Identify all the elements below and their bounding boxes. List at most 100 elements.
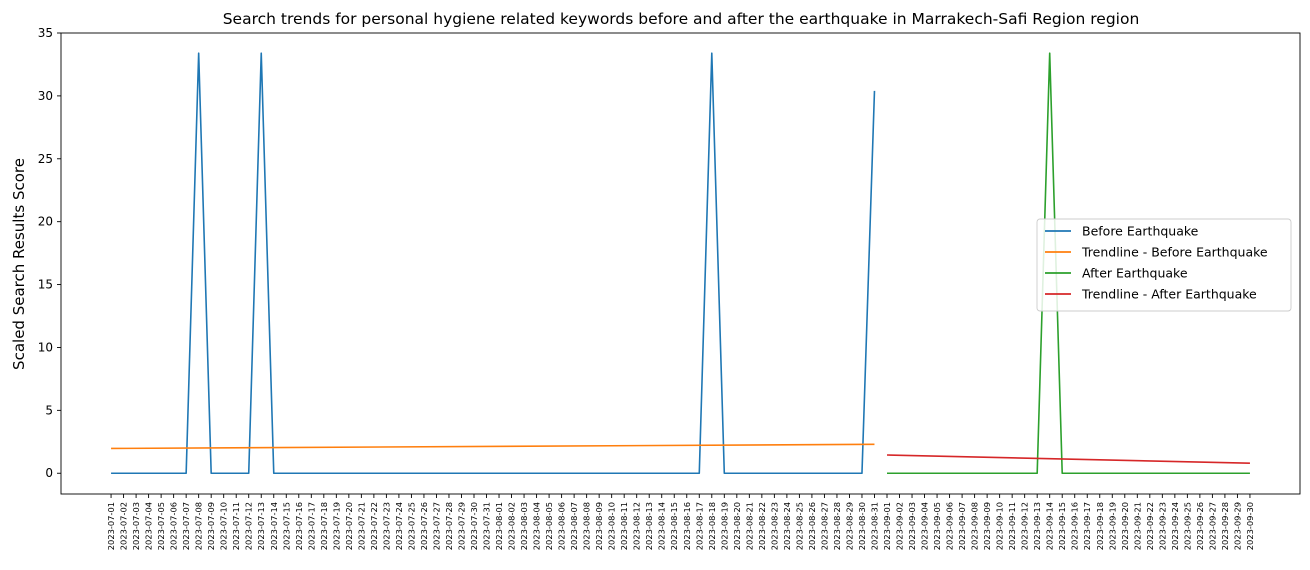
x-tick-label: 2023-07-26 [419,502,429,550]
x-tick-label: 2023-08-19 [719,502,729,550]
x-tick-label: 2023-07-17 [306,502,316,550]
x-tick-label: 2023-07-27 [431,502,441,550]
x-tick-label: 2023-07-15 [281,502,291,550]
x-tick-label: 2023-08-16 [682,502,692,550]
x-tick-label: 2023-08-12 [632,502,642,550]
legend-box [1036,218,1292,312]
x-tick-label: 2023-08-27 [819,502,829,550]
y-tick-label: 35 [38,26,53,40]
x-tick-label: 2023-07-23 [381,502,391,550]
x-tick-label: 2023-08-05 [544,502,554,550]
x-tick-label: 2023-08-30 [857,502,867,550]
x-tick-label: 2023-09-21 [1132,502,1142,550]
y-tick-label: 10 [38,340,53,354]
legend-label: Trendline - After Earthquake [1081,287,1257,302]
x-tick-label: 2023-07-25 [406,502,416,550]
x-tick-label: 2023-07-30 [469,502,479,550]
x-tick-label: 2023-08-11 [619,502,629,550]
x-tick-label: 2023-08-23 [769,502,779,550]
legend: Before Earthquake Trendline - Before Eart… [1036,218,1292,312]
x-tick-label: 2023-09-28 [1220,502,1230,550]
x-tick-label: 2023-07-19 [331,502,341,550]
x-tick-label: 2023-09-23 [1157,502,1167,550]
y-axis-label: Scaled Search Results Score [10,158,28,370]
x-tick-label: 2023-07-02 [119,502,129,550]
x-tick-label: 2023-07-04 [144,502,154,550]
x-tick-label: 2023-08-09 [594,502,604,550]
x-tick-label: 2023-09-26 [1195,502,1205,550]
x-tick-label: 2023-09-02 [895,502,905,550]
x-tick-label: 2023-08-25 [794,502,804,550]
x-tick-label: 2023-07-12 [244,502,254,550]
series-line-before-earthquake [111,52,876,475]
x-tick-label: 2023-07-06 [169,502,179,550]
x-tick-label: 2023-07-13 [256,502,266,550]
x-tick-label: 2023-07-31 [482,502,492,550]
x-tick-label: 2023-09-20 [1120,502,1130,550]
x-tick-label: 2023-08-03 [519,502,529,550]
plot-frame [60,32,1301,495]
x-tick-label: 2023-07-20 [344,502,354,550]
y-tick-label: 30 [38,89,53,103]
x-tick-label: 2023-08-08 [582,502,592,550]
x-tick-label: 2023-09-15 [1057,502,1067,550]
x-tick-label: 2023-09-22 [1145,502,1155,550]
x-tick-label: 2023-09-12 [1020,502,1030,550]
x-tick-label: 2023-07-05 [156,502,166,550]
x-tick-label: 2023-08-18 [707,502,717,550]
legend-label: Before Earthquake [1082,224,1199,239]
x-tick-label: 2023-07-09 [206,502,216,550]
x-tick-label: 2023-07-11 [231,502,241,550]
chart-title: Search trends for personal hygiene relat… [223,10,1140,28]
x-tick-label: 2023-07-16 [294,502,304,550]
x-tick-label: 2023-09-19 [1107,502,1117,550]
x-tick-label: 2023-09-03 [907,502,917,550]
x-tick-label: 2023-07-28 [444,502,454,550]
y-tick-label: 0 [45,466,53,480]
x-tick-label: 2023-07-03 [131,502,141,550]
x-tick-label: 2023-09-30 [1245,502,1255,550]
x-tick-label: 2023-08-06 [557,502,567,550]
x-tick-label: 2023-09-10 [995,502,1005,550]
x-tick-label: 2023-09-09 [982,502,992,550]
x-tick-label: 2023-08-26 [807,502,817,550]
x-tick-label: 2023-09-01 [882,502,892,550]
y-tick-label: 20 [38,215,53,229]
x-tick-label: 2023-08-31 [869,502,879,550]
y-tick-label: 5 [45,403,53,417]
x-tick-label: 2023-09-29 [1232,502,1242,550]
x-tick-label: 2023-09-08 [970,502,980,550]
x-tick-label: 2023-08-28 [832,502,842,550]
x-tick-label: 2023-07-29 [456,502,466,550]
x-tick-label: 2023-07-01 [106,502,116,550]
x-tick-label: 2023-08-14 [657,502,667,550]
x-tick-label: 2023-09-17 [1082,502,1092,550]
x-tick-label: 2023-08-24 [782,502,792,550]
x-tick-label: 2023-09-06 [945,502,955,550]
x-tick-label: 2023-08-07 [569,502,579,550]
legend-label: After Earthquake [1082,266,1188,281]
x-tick-label: 2023-08-20 [732,502,742,550]
x-tick-label: 2023-08-21 [744,502,754,550]
x-tick-label: 2023-07-24 [394,502,404,550]
x-tick-label: 2023-07-18 [319,502,329,550]
x-tick-label: 2023-09-14 [1045,502,1055,550]
x-tick-label: 2023-08-04 [532,502,542,550]
x-tick-label: 2023-09-13 [1032,502,1042,550]
x-tick-label: 2023-08-15 [669,502,679,550]
x-tick-label: 2023-07-07 [181,502,191,550]
x-tick-label: 2023-09-27 [1207,502,1217,550]
x-tick-label: 2023-08-10 [607,502,617,550]
x-tick-label: 2023-08-02 [507,502,517,550]
series-line-trendline-after-earthquake [886,454,1250,464]
x-tick-label: 2023-08-01 [494,502,504,550]
x-tick-label: 2023-08-13 [644,502,654,550]
x-tick-label: 2023-07-10 [219,502,229,550]
legend-label: Trendline - Before Earthquake [1081,245,1268,260]
x-tick-label: 2023-09-11 [1007,502,1017,550]
x-tick-label: 2023-07-21 [356,502,366,550]
x-tick-label: 2023-09-05 [932,502,942,550]
x-tick-label: 2023-07-14 [269,502,279,550]
